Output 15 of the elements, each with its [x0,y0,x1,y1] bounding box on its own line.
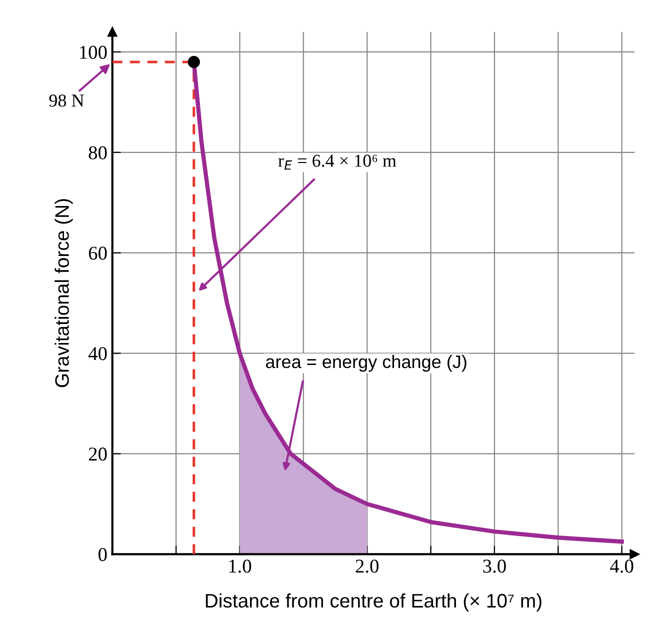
y-tick-label: 20 [88,448,107,461]
y-tick-label: 80 [88,146,107,160]
y-tick-label: 100 [80,46,107,59]
x-tick-label: 1.0 [229,560,252,573]
x-tick-label: 3.0 [483,560,506,573]
y-tick-label: 60 [88,246,107,260]
annotation: 98 N [49,94,84,107]
y-tick-label: 0 [98,548,107,562]
annotation: area = energy change (J) [266,354,466,372]
x-tick-label: 2.0 [356,560,379,573]
y-axis-title: Gravitational force (N) [54,199,73,388]
y-tick-label: 40 [88,347,107,360]
x-tick-label: 4.0 [610,560,634,573]
annotation: r$_{E}$ = 6.4 × 10⁶ m [278,154,396,170]
x-axis-title: Distance from centre of Earth (× 10⁷ m) [206,593,542,612]
